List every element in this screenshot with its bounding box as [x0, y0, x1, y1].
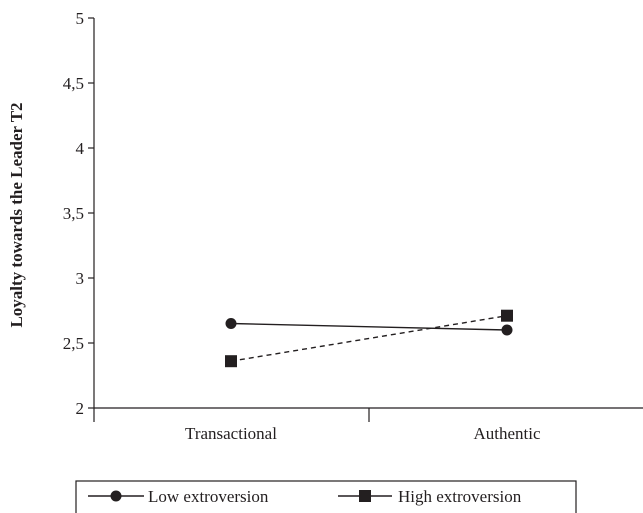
legend-box — [75, 480, 577, 513]
y-tick-label: 4,5 — [63, 74, 84, 93]
series-group — [225, 309, 513, 368]
series-line — [230, 322, 508, 331]
axes: 2 2,5 3 3,5 4 4,5 5 Transactional Authentic — [63, 9, 643, 443]
legend: Low extroversion High extroversion — [75, 480, 577, 513]
series-line — [230, 315, 508, 362]
legend-marker — [359, 490, 371, 502]
legend-label: Low extroversion — [148, 487, 269, 506]
y-axis-label: Loyalty towards the Leader T2 — [7, 102, 26, 327]
legend-marker — [110, 490, 122, 502]
data-point — [225, 355, 237, 368]
legend-label: High extroversion — [398, 487, 522, 506]
y-tick-label: 3 — [76, 269, 85, 288]
y-tick-label: 3,5 — [63, 204, 84, 223]
y-tick-label: 2 — [76, 399, 85, 418]
y-tick-label: 2,5 — [63, 334, 84, 353]
y-tick-label: 4 — [76, 139, 85, 158]
y-tick-label: 5 — [76, 9, 85, 28]
data-point — [501, 324, 513, 336]
x-tick-label: Transactional — [185, 424, 277, 443]
data-point — [501, 309, 513, 322]
data-point — [225, 318, 237, 329]
x-tick-label: Authentic — [473, 424, 540, 443]
